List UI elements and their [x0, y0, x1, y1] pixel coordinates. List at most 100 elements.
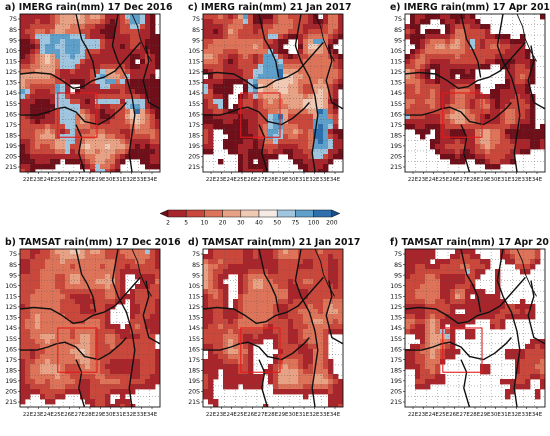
lon-tick-label: 34E	[532, 412, 543, 418]
study-area-box	[442, 92, 483, 138]
panel-title: e) IMERG rain(mm) 17 Apr 2019	[390, 2, 550, 13]
lat-tick-label: 9S	[394, 272, 402, 279]
lon-tick-label: 30E	[289, 177, 300, 183]
lat-tick-label: 11S	[188, 58, 200, 65]
lon-tick-label: 23E	[216, 177, 227, 183]
lon-tick-label: 32E	[511, 412, 522, 418]
lat-tick-label: 11S	[390, 293, 402, 300]
lat-tick-label: 16S	[390, 346, 402, 353]
lon-tick-label: 31E	[299, 412, 310, 418]
study-area-box	[240, 92, 281, 138]
lon-axis: 22E 23E 24E 25E 26E 27E 28E 29E 30E 31E 32E 33E 34E	[23, 172, 158, 183]
lat-tick-label: 20S	[5, 389, 17, 396]
lat-tick-label: 21S	[390, 399, 402, 406]
lat-tick-label: 9S	[394, 37, 402, 44]
lon-tick-label: 27E	[460, 177, 471, 183]
country-borders	[20, 14, 160, 172]
lon-tick-label: 22E	[206, 412, 217, 418]
lat-tick-label: 15S	[188, 336, 200, 343]
lat-axis: 7S 8S 9S 10S 11S 12S 13S 14S 15S 16S 17S 18S 19S 20S 2…	[5, 251, 20, 406]
colorbar-segment	[313, 209, 333, 218]
lat-tick-label: 13S	[188, 315, 200, 322]
lon-tick-label: 29E	[278, 177, 289, 183]
rainfall-field	[405, 14, 545, 170]
lon-tick-label: 28E	[268, 412, 279, 418]
lon-axis: 22E 23E 24E 25E 26E 27E 28E 29E 30E 31E 32E 33E 34E	[206, 172, 341, 183]
lat-tick-label: 21S	[188, 399, 200, 406]
lon-tick-label: 30E	[491, 412, 502, 418]
lat-tick-label: 19S	[188, 378, 200, 385]
lon-tick-label: 25E	[439, 177, 450, 183]
lon-tick-label: 30E	[106, 177, 117, 183]
lon-tick-label: 23E	[33, 412, 44, 418]
study-area-box	[57, 327, 98, 373]
lat-tick-label: 12S	[5, 69, 17, 76]
lat-tick-label: 14S	[5, 325, 17, 332]
lat-tick-label: 15S	[390, 101, 402, 108]
colorbar-max-extension	[331, 209, 341, 218]
lon-tick-label: 27E	[258, 412, 269, 418]
lat-tick-label: 18S	[188, 132, 200, 139]
lon-tick-label: 25E	[439, 412, 450, 418]
colorbar: 2 5 10 20 30 40 50 75 100 200	[159, 209, 341, 227]
lon-tick-label: 33E	[137, 177, 148, 183]
lat-tick-label: 14S	[390, 90, 402, 97]
colorbar-tick-label: 200	[326, 220, 338, 227]
lat-tick-label: 14S	[188, 325, 200, 332]
lon-axis: 22E 23E 24E 25E 26E 27E 28E 29E 30E 31E 32E 33E 34E	[408, 172, 543, 183]
lat-tick-label: 8S	[9, 262, 17, 269]
lat-tick-label: 21S	[5, 399, 17, 406]
study-area-box	[442, 327, 483, 373]
lon-tick-label: 26E	[64, 412, 75, 418]
lat-tick-label: 21S	[5, 164, 17, 171]
lat-tick-label: 12S	[390, 304, 402, 311]
lat-tick-label: 11S	[5, 293, 17, 300]
lat-tick-label: 7S	[192, 251, 200, 258]
rainfall-field	[203, 249, 343, 407]
lon-tick-label: 31E	[501, 177, 512, 183]
lat-tick-label: 15S	[390, 336, 402, 343]
panel-f: f) TAMSAT rain(mm) 17 Apr 2019 7S 8S 9S 10S 1…	[390, 237, 550, 418]
lon-tick-label: 23E	[418, 177, 429, 183]
colorbar-segment	[276, 209, 296, 218]
lon-tick-label: 31E	[299, 177, 310, 183]
lon-tick-label: 31E	[116, 177, 127, 183]
lat-tick-label: 10S	[5, 48, 17, 55]
lat-tick-label: 13S	[390, 315, 402, 322]
lat-tick-label: 10S	[188, 283, 200, 290]
lon-axis: 22E 23E 24E 25E 26E 27E 28E 29E 30E 31E 32E 33E 34E	[408, 407, 543, 418]
country-borders	[405, 249, 545, 407]
lat-tick-label: 17S	[390, 122, 402, 129]
lon-tick-label: 22E	[408, 412, 419, 418]
colorbar-segment	[295, 209, 314, 218]
lon-tick-label: 26E	[64, 177, 75, 183]
lat-tick-label: 7S	[394, 16, 402, 23]
lat-tick-label: 8S	[394, 262, 402, 269]
rainfall-field	[20, 249, 160, 407]
lat-tick-label: 8S	[394, 27, 402, 34]
colorbar-tick-label: 75	[292, 220, 300, 227]
lon-tick-label: 25E	[237, 177, 248, 183]
lon-tick-label: 32E	[126, 177, 137, 183]
lon-tick-label: 29E	[480, 177, 491, 183]
colorbar-tick-label: 20	[219, 220, 227, 227]
lon-tick-label: 32E	[126, 412, 137, 418]
lat-tick-label: 18S	[390, 367, 402, 374]
lon-tick-label: 25E	[54, 412, 65, 418]
lon-tick-label: 25E	[54, 177, 65, 183]
colorbar-segment	[185, 209, 205, 218]
lat-tick-label: 14S	[390, 325, 402, 332]
lat-tick-label: 20S	[390, 154, 402, 161]
lat-tick-label: 9S	[9, 37, 17, 44]
lat-tick-label: 10S	[390, 48, 402, 55]
colorbar-min-extension	[159, 209, 169, 218]
lon-tick-label: 29E	[95, 412, 106, 418]
lat-tick-label: 12S	[5, 304, 17, 311]
lat-tick-label: 16S	[5, 111, 17, 118]
lon-tick-label: 28E	[85, 177, 96, 183]
lon-tick-label: 26E	[449, 412, 460, 418]
lon-tick-label: 22E	[23, 177, 34, 183]
lat-tick-label: 20S	[5, 154, 17, 161]
lat-tick-label: 16S	[5, 346, 17, 353]
lon-tick-label: 29E	[480, 412, 491, 418]
